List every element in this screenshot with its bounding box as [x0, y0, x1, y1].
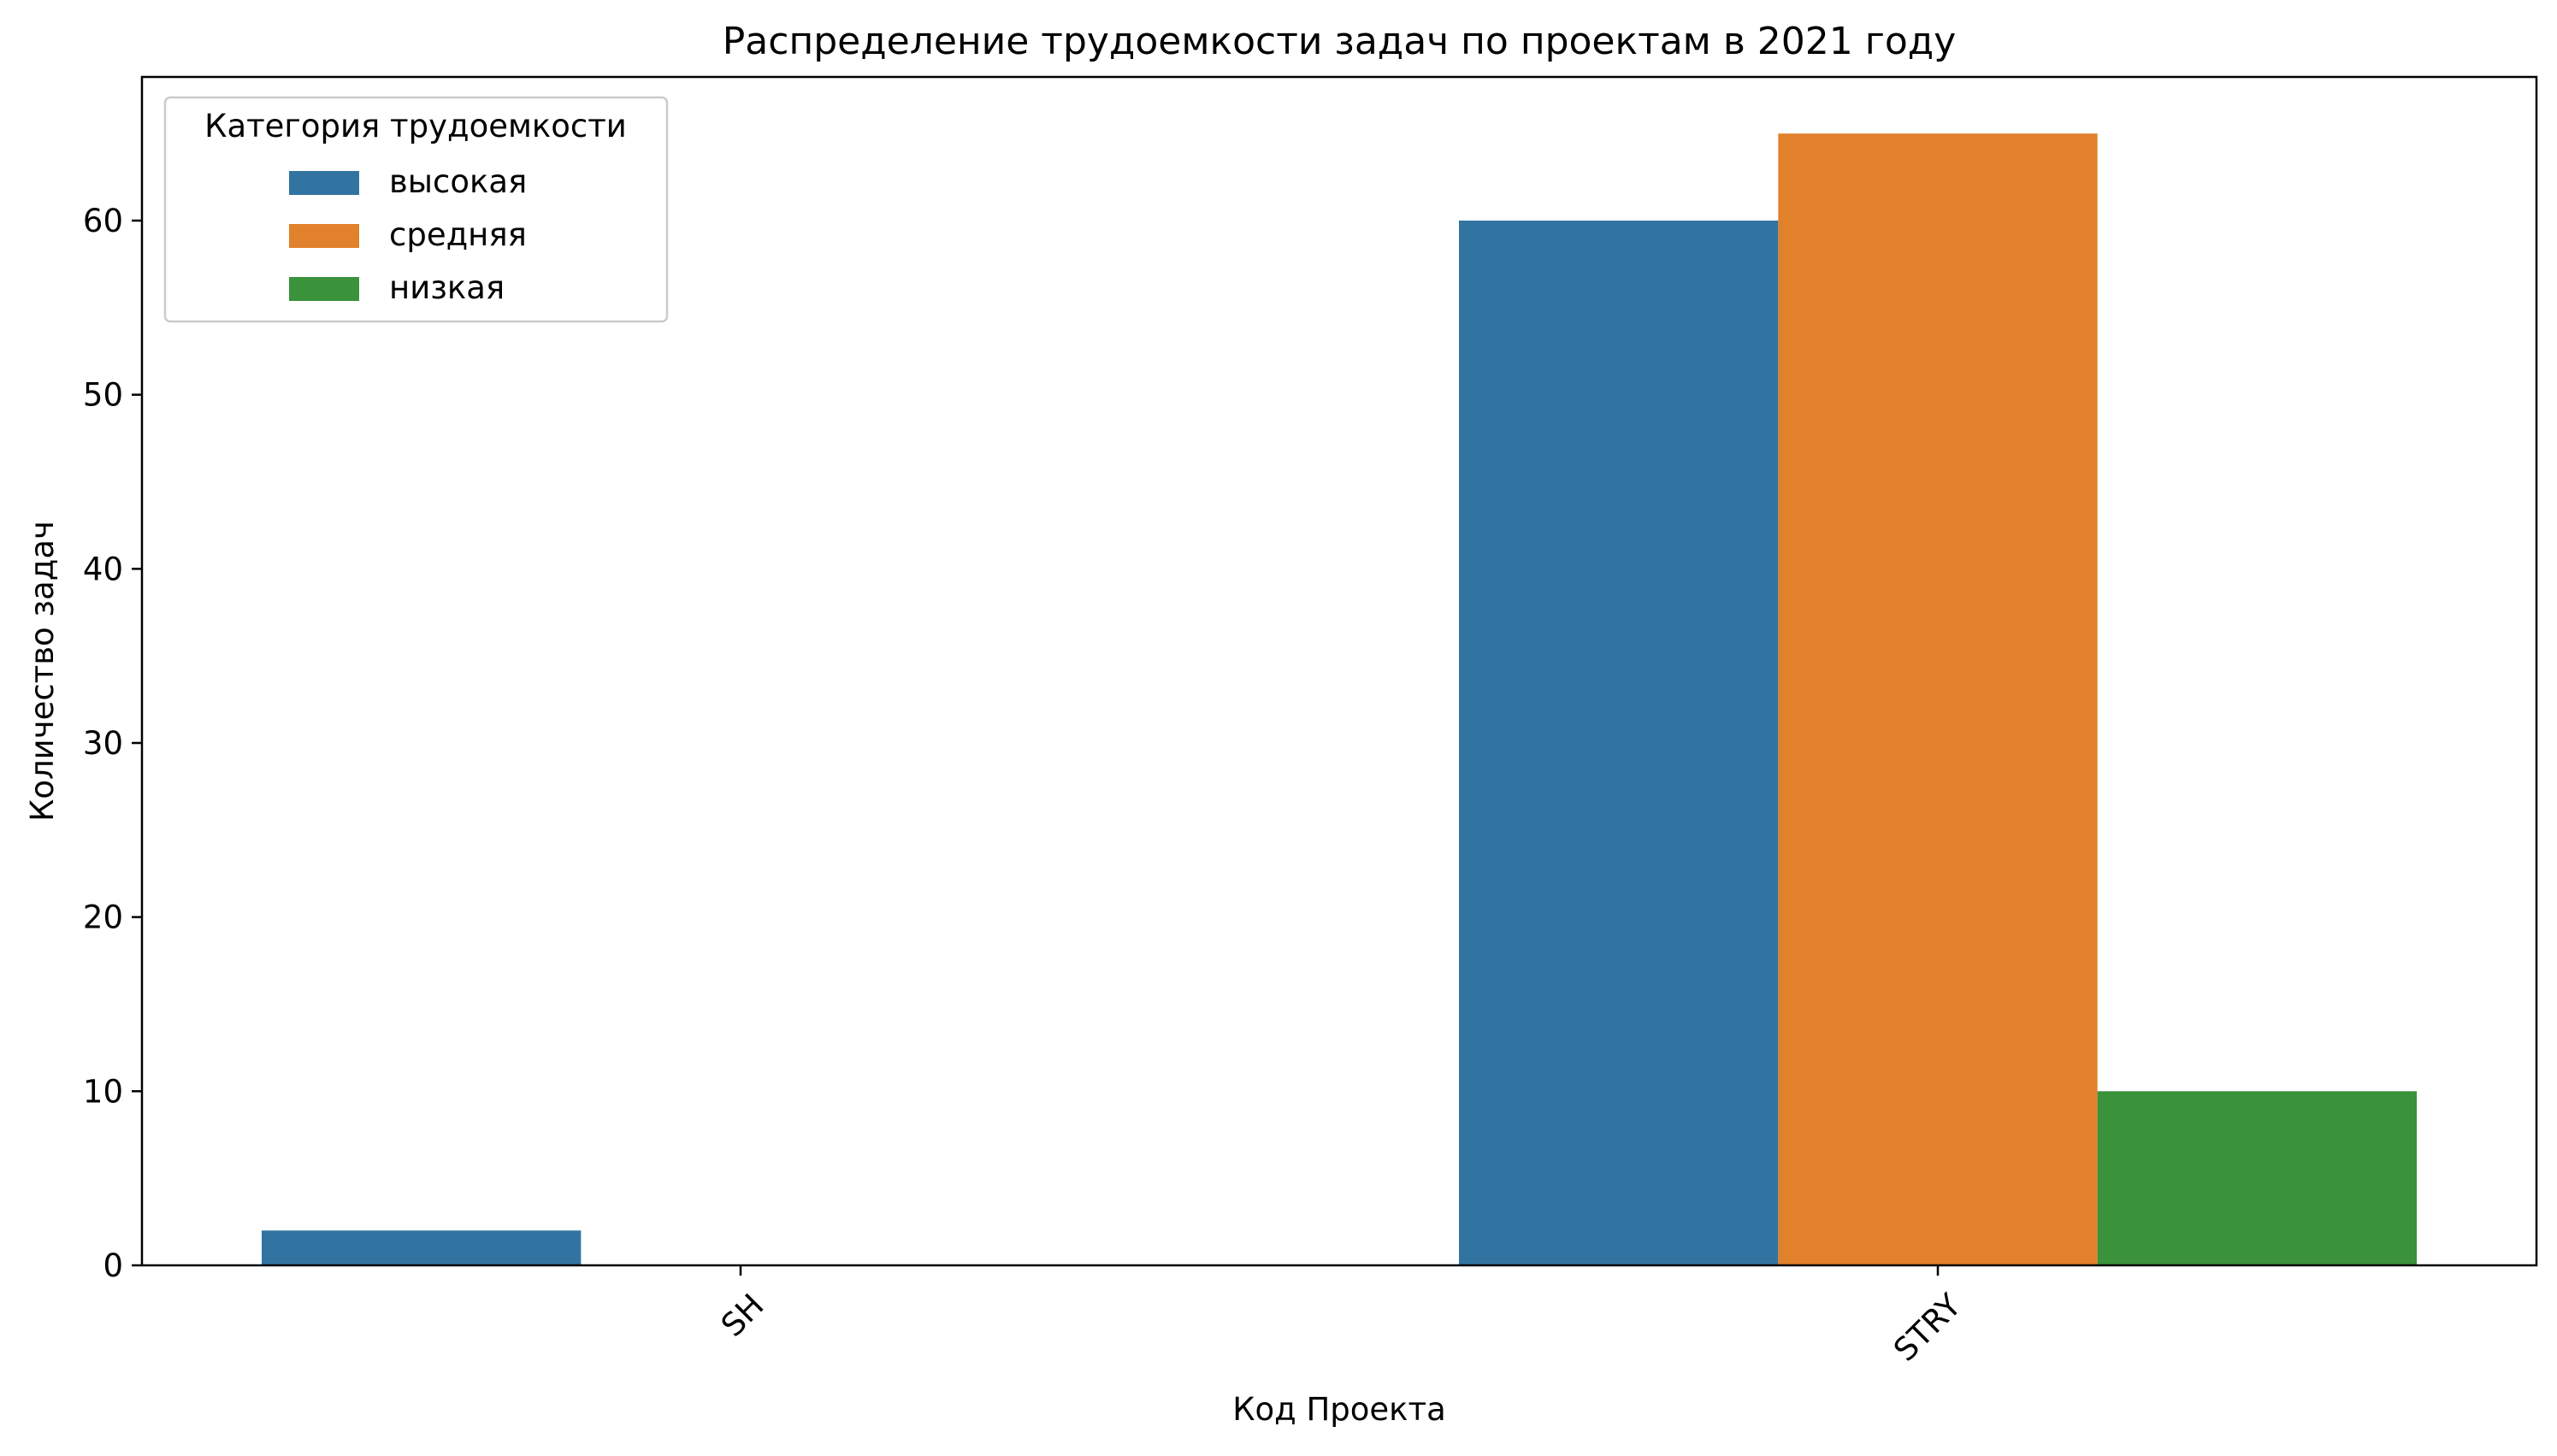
- bar-sh-0: [262, 1230, 582, 1265]
- legend-swatch: [289, 277, 359, 301]
- y-tick-label: 20: [83, 899, 123, 936]
- bar-stry-2: [2097, 1091, 2417, 1265]
- legend-swatch: [289, 224, 359, 248]
- legend-swatch: [289, 171, 359, 195]
- y-axis-label: Количество задач: [24, 521, 61, 822]
- y-tick-label: 50: [83, 377, 123, 414]
- y-tick-label: 10: [83, 1073, 123, 1110]
- x-axis-label: Код Проекта: [1232, 1391, 1446, 1428]
- y-tick-label: 30: [83, 725, 123, 762]
- y-axis: 0 10 20 30 40 50 60: [83, 203, 142, 1284]
- plot-frame: [140, 75, 2538, 1267]
- legend-label: низкая: [389, 269, 505, 306]
- bars-layer: [262, 133, 2417, 1266]
- y-tick-label: 40: [83, 551, 123, 587]
- bar-stry-0: [1459, 221, 1779, 1265]
- legend-items: высокая средняя низкая: [289, 163, 527, 306]
- legend-frame: [163, 96, 669, 323]
- chart-title: Распределение трудоемкости задач по прое…: [723, 20, 1956, 63]
- legend-label: высокая: [389, 163, 527, 200]
- bar-stry-1: [1778, 133, 2098, 1266]
- y-tick-label: 60: [83, 203, 123, 239]
- legend-label: средняя: [389, 216, 527, 253]
- legend-title: Категория трудоемкости: [204, 108, 627, 144]
- y-tick-label: 0: [103, 1247, 123, 1284]
- legend: Категория трудоемкости высокая средняя низ…: [163, 96, 669, 323]
